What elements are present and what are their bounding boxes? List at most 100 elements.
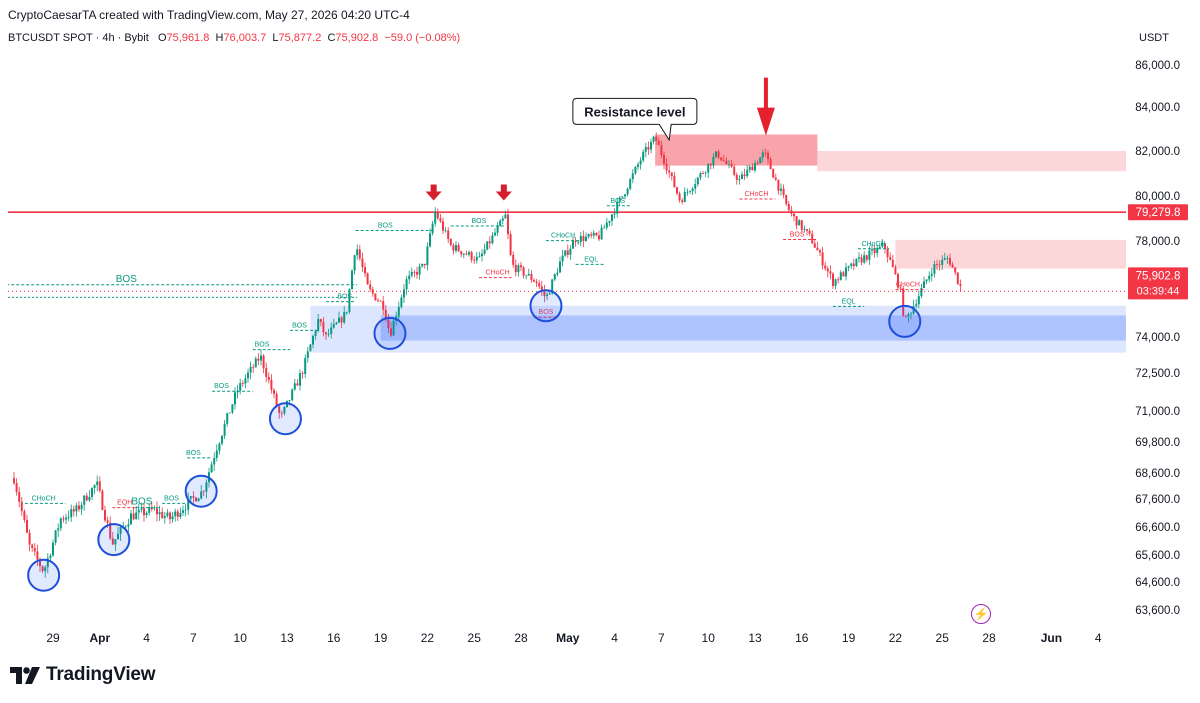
- candle-body: [377, 300, 379, 302]
- candle-body: [540, 286, 543, 291]
- candle: [364, 262, 366, 278]
- candle: [179, 507, 182, 520]
- candle-body: [366, 273, 369, 285]
- candle-body: [475, 256, 478, 261]
- resistance-callout: Resistance level: [572, 97, 698, 142]
- time-tick-label: 4: [611, 631, 618, 645]
- candle: [574, 237, 577, 247]
- candle: [548, 291, 551, 295]
- candle-body: [650, 141, 652, 150]
- candle: [135, 505, 138, 520]
- candle: [845, 262, 847, 281]
- candle-body: [460, 251, 463, 255]
- candle: [676, 186, 678, 196]
- candle-body: [364, 267, 366, 274]
- candle-body: [306, 351, 309, 359]
- candle-body: [182, 510, 184, 513]
- candle-body: [527, 273, 530, 276]
- time-axis[interactable]: 29 Apr 4 7 10 13 16 19 22 25 28 May 4 7 10 13 16 19 22 25 28…: [46, 631, 1102, 645]
- price-axis[interactable]: 86,000.0 84,000.0 82,000.0 80,000.0 78,000.0…: [1128, 60, 1188, 617]
- resistance-price-label: 79,279.8: [1136, 207, 1181, 219]
- candle: [665, 158, 668, 175]
- candle-body: [205, 482, 208, 492]
- candle: [735, 172, 738, 185]
- candle: [416, 266, 418, 279]
- candle: [598, 230, 600, 242]
- candle-body: [353, 255, 356, 271]
- candle: [561, 249, 564, 267]
- candle: [650, 138, 652, 154]
- candle: [894, 264, 897, 276]
- candle-body: [837, 279, 840, 281]
- candle-body: [494, 232, 496, 236]
- candle: [910, 312, 912, 320]
- lightning-icon[interactable]: ⚡: [971, 604, 991, 624]
- candle: [319, 318, 322, 327]
- candle: [756, 160, 759, 165]
- candle-body: [735, 174, 738, 181]
- candle: [262, 354, 265, 374]
- candle-body: [296, 383, 299, 386]
- symbol-name[interactable]: BTCUSDT SPOT · 4h · Bybit: [8, 32, 149, 44]
- candle-body: [548, 293, 551, 295]
- candle: [774, 173, 777, 181]
- candle-body: [907, 314, 910, 317]
- candle-body: [442, 221, 444, 231]
- candle-body: [751, 166, 754, 171]
- candle: [803, 225, 806, 233]
- candle-body: [312, 335, 314, 345]
- candle: [195, 496, 197, 502]
- candle-body: [897, 273, 899, 288]
- candle: [842, 270, 845, 277]
- candle: [455, 241, 457, 254]
- currency-label[interactable]: USDT: [1139, 32, 1169, 44]
- candle: [101, 489, 104, 511]
- candle-body: [894, 267, 897, 274]
- candle: [465, 250, 468, 256]
- candle-body: [36, 551, 39, 560]
- candle: [741, 171, 743, 180]
- candle: [605, 217, 608, 231]
- candle: [119, 525, 122, 541]
- candle-body: [239, 383, 242, 391]
- candle: [88, 490, 91, 502]
- candle: [483, 243, 486, 256]
- price-tick-label: 84,000.0: [1135, 102, 1180, 114]
- swing-low-circle: [97, 523, 131, 557]
- candle-body: [210, 464, 213, 473]
- candle-body: [808, 230, 811, 234]
- candle: [543, 284, 546, 303]
- candle: [686, 188, 689, 196]
- candle-body: [166, 512, 169, 517]
- candle-body: [343, 312, 346, 323]
- candle-body: [13, 478, 15, 484]
- candle-body: [488, 241, 491, 244]
- candle: [197, 497, 200, 502]
- candle-body: [743, 174, 746, 176]
- candle-body: [169, 512, 171, 520]
- candle-body: [390, 328, 392, 336]
- candle-body: [720, 157, 723, 161]
- candle-body: [673, 175, 676, 188]
- time-tick-label: 22: [889, 631, 903, 645]
- structure-label: BOS: [116, 274, 137, 285]
- candle: [171, 512, 174, 523]
- candle-body: [106, 520, 109, 523]
- candle-body: [496, 226, 499, 233]
- candle: [254, 356, 257, 368]
- candle-body: [46, 558, 49, 568]
- price-tick-label: 78,000.0: [1135, 236, 1180, 248]
- candle-body: [111, 538, 114, 545]
- candle: [54, 529, 57, 546]
- candle: [418, 263, 421, 280]
- candle-body: [161, 512, 164, 518]
- candle-body: [358, 249, 361, 259]
- candle-body: [691, 188, 694, 192]
- candle: [317, 313, 320, 333]
- candle-body: [291, 389, 294, 401]
- candle: [829, 265, 832, 280]
- candle-body: [189, 496, 192, 499]
- candle: [691, 187, 694, 196]
- candle-body: [317, 319, 320, 331]
